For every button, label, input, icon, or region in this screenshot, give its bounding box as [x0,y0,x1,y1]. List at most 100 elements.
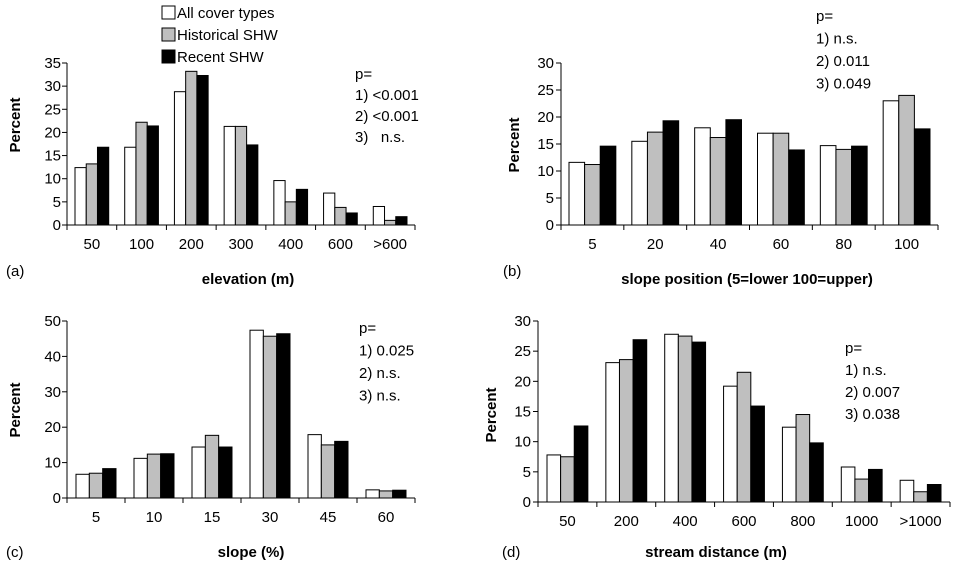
y-tick-label: 15 [514,404,531,421]
bar-historical-4 [234,125,248,226]
bar-recent-7 [395,216,408,226]
y-tick-label: 50 [44,313,61,330]
x-tick-label: 30 [262,509,279,526]
y-tick-label: 20 [537,109,554,126]
p-value-annotation: p= [355,66,372,83]
p-value-annotation: 3) 0.038 [845,406,900,423]
panel-label: (a) [6,263,24,280]
y-tick-label: 40 [44,348,61,365]
p-value-annotation: 3) n.s. [355,129,405,146]
bar-all-cover-1 [75,473,90,499]
legend-label: Recent SHW [177,49,265,66]
bar-recent-3 [725,119,743,226]
y-tick-label: 0 [53,217,61,234]
chart-panel-3: 0 10 20 30 40 50 5 10 15 30 45 60 Percent slope (%) (c… [6,313,416,561]
legend-swatch-historical [161,27,176,42]
y-tick-label: 15 [537,136,554,153]
p-value-annotation: 3) 0.049 [816,76,871,93]
legend-swatch-all-cover [161,5,176,20]
y-tick-label: 5 [53,194,61,211]
p-value-annotation: p= [816,8,833,25]
bar-historical-1 [560,456,575,503]
p-value-annotation: 2) n.s. [359,365,401,382]
x-tick-label: 80 [835,236,852,253]
p-value-annotation: 2) 0.007 [845,384,900,401]
x-tick-label: 15 [204,509,221,526]
x-tick-label: 200 [614,513,639,530]
y-tick-label: 10 [44,171,61,188]
bar-recent-5 [851,145,868,226]
bar-historical-3 [677,335,693,503]
y-tick-label: 30 [514,313,531,330]
bar-recent-2 [160,453,175,499]
y-tick-label: 25 [44,101,61,118]
y-tick-label: 30 [44,384,61,401]
bar-historical-5 [284,201,297,226]
bar-historical-1 [85,163,98,226]
bar-recent-4 [750,405,765,503]
bar-historical-2 [618,359,634,503]
x-tick-label: 40 [710,236,727,253]
bar-historical-5 [835,148,853,226]
bar-historical-1 [88,472,104,499]
x-tick-label: 100 [129,236,154,253]
bar-recent-1 [573,425,589,503]
x-tick-label: 600 [328,236,353,253]
y-tick-label: 25 [537,82,554,99]
bar-recent-5 [809,442,824,503]
bar-historical-6 [854,478,870,503]
bar-historical-7 [913,491,928,503]
bar-historical-2 [646,131,664,226]
bar-all-cover-3 [664,333,679,503]
bar-historical-1 [584,164,601,226]
bar-all-cover-6 [323,192,336,226]
bar-historical-4 [772,132,790,226]
y-tick-label: 30 [44,78,61,95]
bar-all-cover-1 [74,167,87,226]
chart-panel-1: 0 5 10 15 20 25 30 35 50 100 200 300 400 600 >600 Perce… [6,55,419,288]
x-tick-label: 200 [179,236,204,253]
x-tick-label: 10 [146,509,163,526]
bar-all-cover-5 [273,180,286,226]
y-tick-label: 10 [514,434,531,451]
bar-recent-2 [632,339,648,503]
bar-all-cover-7 [899,479,915,503]
y-tick-label: 5 [523,464,531,481]
bar-all-cover-1 [568,161,586,226]
bar-recent-2 [662,120,680,226]
bar-historical-5 [320,444,336,499]
x-tick-label: 600 [731,513,756,530]
x-tick-label: 300 [228,236,253,253]
p-value-annotation: 1) 0.025 [359,343,414,360]
bar-all-cover-5 [781,426,797,503]
bar-historical-3 [185,70,198,226]
bar-all-cover-5 [819,145,837,226]
y-tick-label: 0 [53,490,61,507]
x-axis-label: slope (%) [218,544,285,561]
p-value-annotation: 3) n.s. [359,388,401,405]
bar-recent-1 [102,468,117,499]
bar-all-cover-2 [124,146,137,226]
bar-historical-4 [262,335,278,499]
bar-recent-7 [926,484,942,503]
bar-all-cover-6 [840,466,856,503]
x-tick-label: 60 [773,236,790,253]
bar-historical-5 [795,414,811,503]
y-tick-label: 30 [537,55,554,72]
x-tick-label: 20 [647,236,664,253]
bar-recent-3 [218,446,233,499]
p-value-annotation: 2) 0.011 [816,53,870,70]
y-tick-label: 10 [44,455,61,472]
y-tick-label: 5 [546,190,554,207]
x-tick-label: 400 [673,513,698,530]
y-tick-label: 35 [44,55,61,72]
legend: All cover types Historical SHW Recent SHW [161,5,279,66]
x-tick-label: 5 [588,236,596,253]
x-tick-label: 60 [378,509,395,526]
chart-panel-2: 0 5 10 15 20 25 30 5 20 40 60 80 100 Percent slope pos… [503,8,939,288]
p-value-annotation: p= [845,340,862,357]
bar-all-cover-4 [223,125,236,226]
bar-historical-2 [135,121,148,226]
y-axis-label: Percent [7,382,24,437]
